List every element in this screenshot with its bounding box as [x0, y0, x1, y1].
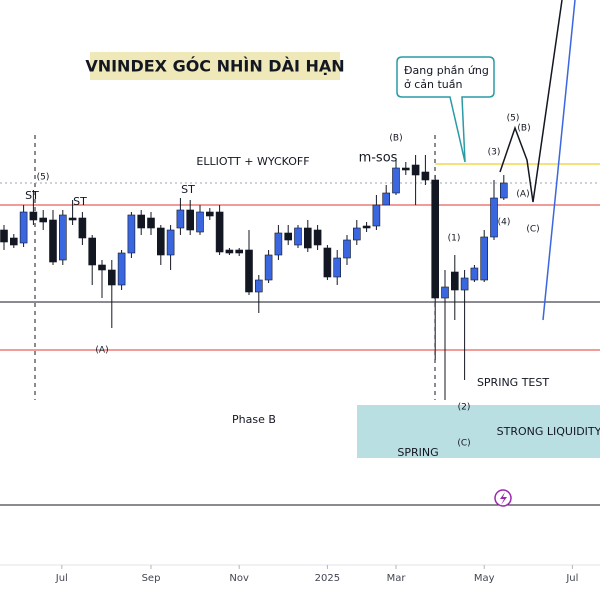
- candle-body: [274, 232, 283, 256]
- annotation: SPRING TEST: [477, 376, 549, 389]
- annotation: (4): [498, 218, 511, 228]
- annotation: (5): [507, 114, 520, 124]
- candle-body: [39, 217, 48, 223]
- candle-body: [147, 217, 155, 229]
- candle-body: [362, 225, 371, 229]
- candle-body: [29, 211, 38, 221]
- candle-body: [499, 182, 508, 199]
- candle-body: [108, 269, 116, 286]
- candle-body: [176, 209, 185, 229]
- title-box: [90, 52, 340, 80]
- annotation: (1): [448, 234, 461, 244]
- chart-title: VNINDEX GÓC NHÌN DÀI HẠN: [85, 57, 344, 76]
- candle-body: [313, 229, 322, 246]
- annotation: (C): [526, 225, 539, 235]
- candle-body: [68, 217, 77, 221]
- x-tick-label: 2025: [315, 573, 340, 584]
- candle-body: [480, 236, 489, 281]
- candle-body: [127, 214, 136, 254]
- candle-body: [450, 271, 459, 291]
- trend-line: [542, 0, 576, 321]
- callout-text: Đang phần ứng: [404, 64, 489, 77]
- candle-body: [117, 252, 126, 286]
- annotation: (3): [488, 148, 501, 158]
- candle-body: [196, 211, 204, 233]
- candle-body: [411, 164, 420, 176]
- annotation: Phase B: [232, 413, 276, 426]
- annotation: (B): [389, 134, 402, 144]
- candle-body: [323, 247, 332, 278]
- x-tick-label: Jul: [55, 573, 68, 584]
- candle-body: [441, 286, 449, 299]
- candle-body: [225, 249, 234, 254]
- candle-body: [58, 214, 67, 261]
- annotation: m-sos: [359, 151, 398, 166]
- candle-body: [157, 227, 165, 256]
- alert-icon-bolt: [500, 492, 507, 505]
- annotation: (C): [457, 439, 470, 449]
- annotation: ST: [73, 195, 87, 208]
- annotation: (A): [95, 346, 108, 356]
- wave-projection: [499, 0, 563, 203]
- x-tick-label: Mar: [387, 573, 407, 584]
- callout-box: [396, 56, 495, 163]
- candle-body: [186, 209, 194, 231]
- annotation: (B): [517, 124, 530, 134]
- x-tick-label: May: [474, 573, 495, 584]
- annotation: ST: [181, 183, 195, 196]
- annotation: ELLIOTT + WYCKOFF: [196, 155, 309, 168]
- candle-body: [392, 167, 400, 194]
- candle-body: [137, 214, 145, 229]
- annotation: (A): [516, 190, 529, 200]
- candle-body: [284, 232, 293, 241]
- candle-body: [10, 237, 18, 246]
- candle-body: [235, 249, 243, 254]
- annotation: (2): [458, 403, 471, 413]
- candle-body: [19, 211, 28, 244]
- x-tick-label: Nov: [229, 573, 249, 584]
- candle-body: [343, 239, 351, 259]
- candle-body: [264, 254, 273, 281]
- candle-body: [470, 267, 479, 281]
- candle-body: [215, 211, 224, 253]
- candle-body: [255, 279, 263, 293]
- candle-body: [382, 192, 391, 206]
- candle-body: [490, 197, 498, 238]
- candle-body: [294, 227, 302, 246]
- candle-body: [352, 227, 361, 241]
- candle-body: [333, 257, 342, 278]
- candle-body: [303, 227, 312, 249]
- candle-body: [166, 229, 175, 256]
- candle-body: [421, 171, 430, 181]
- x-tick-label: Jul: [565, 573, 578, 584]
- candle-body: [88, 237, 96, 266]
- annotation: (5): [37, 173, 50, 183]
- x-tick-label: Sep: [142, 573, 161, 584]
- candle-body: [372, 204, 381, 227]
- liquidity-zone: [357, 405, 600, 458]
- annotation: SPRING: [397, 446, 438, 459]
- candle-body: [49, 219, 57, 263]
- candle-body: [401, 167, 410, 171]
- annotation: ST: [25, 189, 39, 202]
- candle-body: [245, 249, 253, 293]
- candle-body: [78, 217, 87, 239]
- candle-body: [460, 277, 469, 291]
- annotation: STRONG LIQUIDITY: [497, 425, 600, 438]
- candle-body: [206, 211, 214, 217]
- candle-body: [431, 179, 440, 299]
- candle-body: [98, 264, 106, 271]
- candle-body: [0, 229, 8, 243]
- callout-text: ở cản tuần: [404, 78, 463, 91]
